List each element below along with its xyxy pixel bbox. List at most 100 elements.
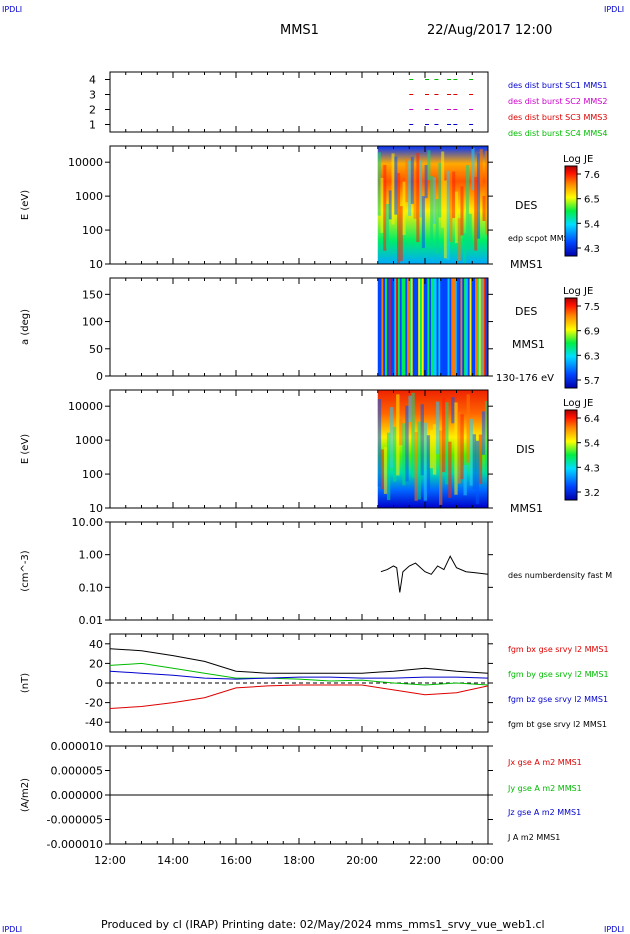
burst-legend-entry: des dist burst SC4 MMS4 (508, 129, 607, 138)
des-pitch-heatmap-column (445, 278, 448, 376)
des-energy-heatmap-cell (474, 176, 478, 251)
des-energy-ytick-label: 10000 (68, 156, 103, 169)
dis-energy-heatmap-cell (423, 422, 428, 501)
burst-ytick-label: 3 (89, 89, 96, 102)
bfield-legend-entry: fgm bz gse srvy l2 MMS1 (508, 695, 608, 704)
des-pitch-heatmap-column (462, 278, 465, 376)
des-pitch-ytick-label: 100 (82, 316, 103, 329)
des-energy-heatmap-cell (388, 190, 392, 220)
bfield-ytick-label: -40 (85, 716, 103, 729)
dis-energy-heatmap-cell (442, 397, 446, 473)
density-panel-frame (109, 521, 489, 621)
des-pitch-heatmap-column (377, 278, 380, 376)
current-ytick-label: -0.000010 (47, 838, 103, 851)
current-ytick-label: -0.000005 (47, 814, 103, 827)
des-pitch-heatmap-column (425, 278, 428, 376)
des-pitch-heatmap-column (440, 278, 443, 376)
des-pitch-spacecraft-label: MMS1 (512, 338, 545, 351)
des-pitch-heatmap-column (412, 278, 415, 376)
des-energy-colorbar-label: 4.3 (584, 244, 600, 255)
des-energy-heatmap-cell (391, 153, 395, 225)
des-pitch-colorbar-label: 6.3 (584, 351, 600, 362)
des-energy-colorbar-title: Log JE (563, 154, 593, 165)
dis-energy-heatmap-cell (478, 434, 483, 485)
corner-label-bottom-right: IPDLI (604, 925, 624, 934)
des-energy-heatmap-cell (443, 180, 447, 259)
dis-energy-ylabel: E (eV) (20, 434, 31, 464)
des-pitch-heatmap-column (427, 278, 430, 376)
des-pitch-heatmap-column (407, 278, 410, 376)
des-energy-colorbar (564, 165, 578, 257)
dis-energy-heatmap-cell (460, 414, 464, 480)
dis-energy-heatmap-cell (386, 432, 391, 501)
x-axis-tick-label: 20:00 (346, 854, 378, 867)
des-pitch-heatmap-column (416, 278, 419, 376)
des-energy-heatmap-cell (402, 181, 406, 235)
burst-legend-entry: des dist burst SC2 MMS2 (508, 97, 607, 106)
des-energy-heatmap-cell (471, 147, 475, 191)
burst-ytick-label: 1 (89, 119, 96, 132)
dis-energy-colorbar-label: 6.4 (584, 414, 600, 425)
des-pitch-heatmap-column (405, 278, 408, 376)
des-energy-heatmap-cell (446, 170, 450, 260)
burst-ytick-label: 4 (89, 74, 96, 87)
dis-energy-heatmap-cell (396, 394, 400, 476)
des-pitch-energy-range-label: 130-176 eV (496, 373, 554, 384)
dis-energy-spacecraft-label: MMS1 (510, 502, 543, 515)
des-pitch-heatmap-column (414, 278, 417, 376)
des-energy-heatmap-cell (430, 175, 434, 248)
density-legend-entry: des numberdensity fast M (508, 571, 612, 580)
des-pitch-heatmap-column (385, 278, 388, 376)
des-energy-heatmap-cell (397, 173, 401, 264)
dis-energy-heatmap-cell (475, 440, 480, 505)
des-pitch-heatmap-column (423, 278, 426, 376)
des-pitch-heatmap-column (480, 278, 483, 376)
des-pitch-heatmap-column (476, 278, 480, 376)
des-energy-heatmap-cell (416, 152, 420, 243)
dis-energy-heatmap-cell (383, 447, 388, 494)
des-pitch-heatmap-column (467, 278, 470, 376)
current-legend-entry: Jz gse A m2 MMS1 (507, 808, 581, 817)
dis-energy-heatmap-cell (414, 432, 418, 501)
dis-energy-heatmap-cell (457, 411, 461, 484)
dis-energy-heatmap-cell (466, 394, 470, 463)
current-ytick-label: 0.000010 (51, 740, 104, 753)
des-pitch-heatmap-column (456, 278, 459, 376)
des-pitch-heatmap-column (431, 278, 434, 376)
des-energy-ylabel: E (eV) (20, 190, 31, 220)
des-energy-heatmap-cell (454, 191, 458, 244)
des-energy-heatmap-cell (441, 151, 445, 228)
des-pitch-colorbar-title: Log JE (563, 286, 593, 297)
des-pitch-colorbar-label: 7.5 (584, 302, 600, 313)
des-energy-heatmap-cell (457, 218, 461, 261)
des-energy-side-label: DES (515, 199, 537, 212)
des-energy-heatmap-cell (386, 204, 390, 248)
des-pitch-heatmap-column (484, 278, 487, 376)
des-pitch-heatmap-column (458, 278, 461, 376)
dis-energy-heatmap-cell (429, 430, 434, 469)
des-pitch-heatmap-column (421, 278, 424, 376)
des-energy-heatmap-cell (399, 206, 403, 262)
des-energy-heatmap-cell (479, 149, 483, 185)
des-energy-ytick-label: 1000 (75, 190, 103, 203)
des-energy-heatmap-cell (452, 171, 456, 219)
dis-energy-heatmap-cell (469, 418, 473, 486)
des-energy-heatmap-cell (421, 196, 425, 249)
density-ytick-label: 1.00 (79, 549, 104, 562)
corner-label-top-right: IPDLI (604, 5, 624, 14)
des-pitch-heatmap-column (434, 278, 437, 376)
dis-energy-ytick-label: 1000 (75, 434, 103, 447)
des-pitch-heatmap-column (453, 278, 456, 376)
des-pitch-heatmap-column (429, 278, 432, 376)
des-energy-heatmap-cell (435, 199, 439, 254)
dis-energy-heatmap-cell (380, 449, 385, 490)
dis-energy-colorbar-label: 3.2 (584, 488, 600, 499)
des-energy-heatmap-cell (380, 177, 384, 233)
des-pitch-heatmap-column (396, 278, 399, 376)
des-energy-colorbar-label: 6.5 (584, 195, 600, 206)
dis-energy-side-label: DIS (516, 443, 535, 456)
des-pitch-heatmap-column (465, 278, 469, 376)
des-pitch-heatmap-column (388, 278, 391, 376)
bfield-series-line (109, 670, 489, 680)
x-axis-tick-label: 14:00 (157, 854, 189, 867)
